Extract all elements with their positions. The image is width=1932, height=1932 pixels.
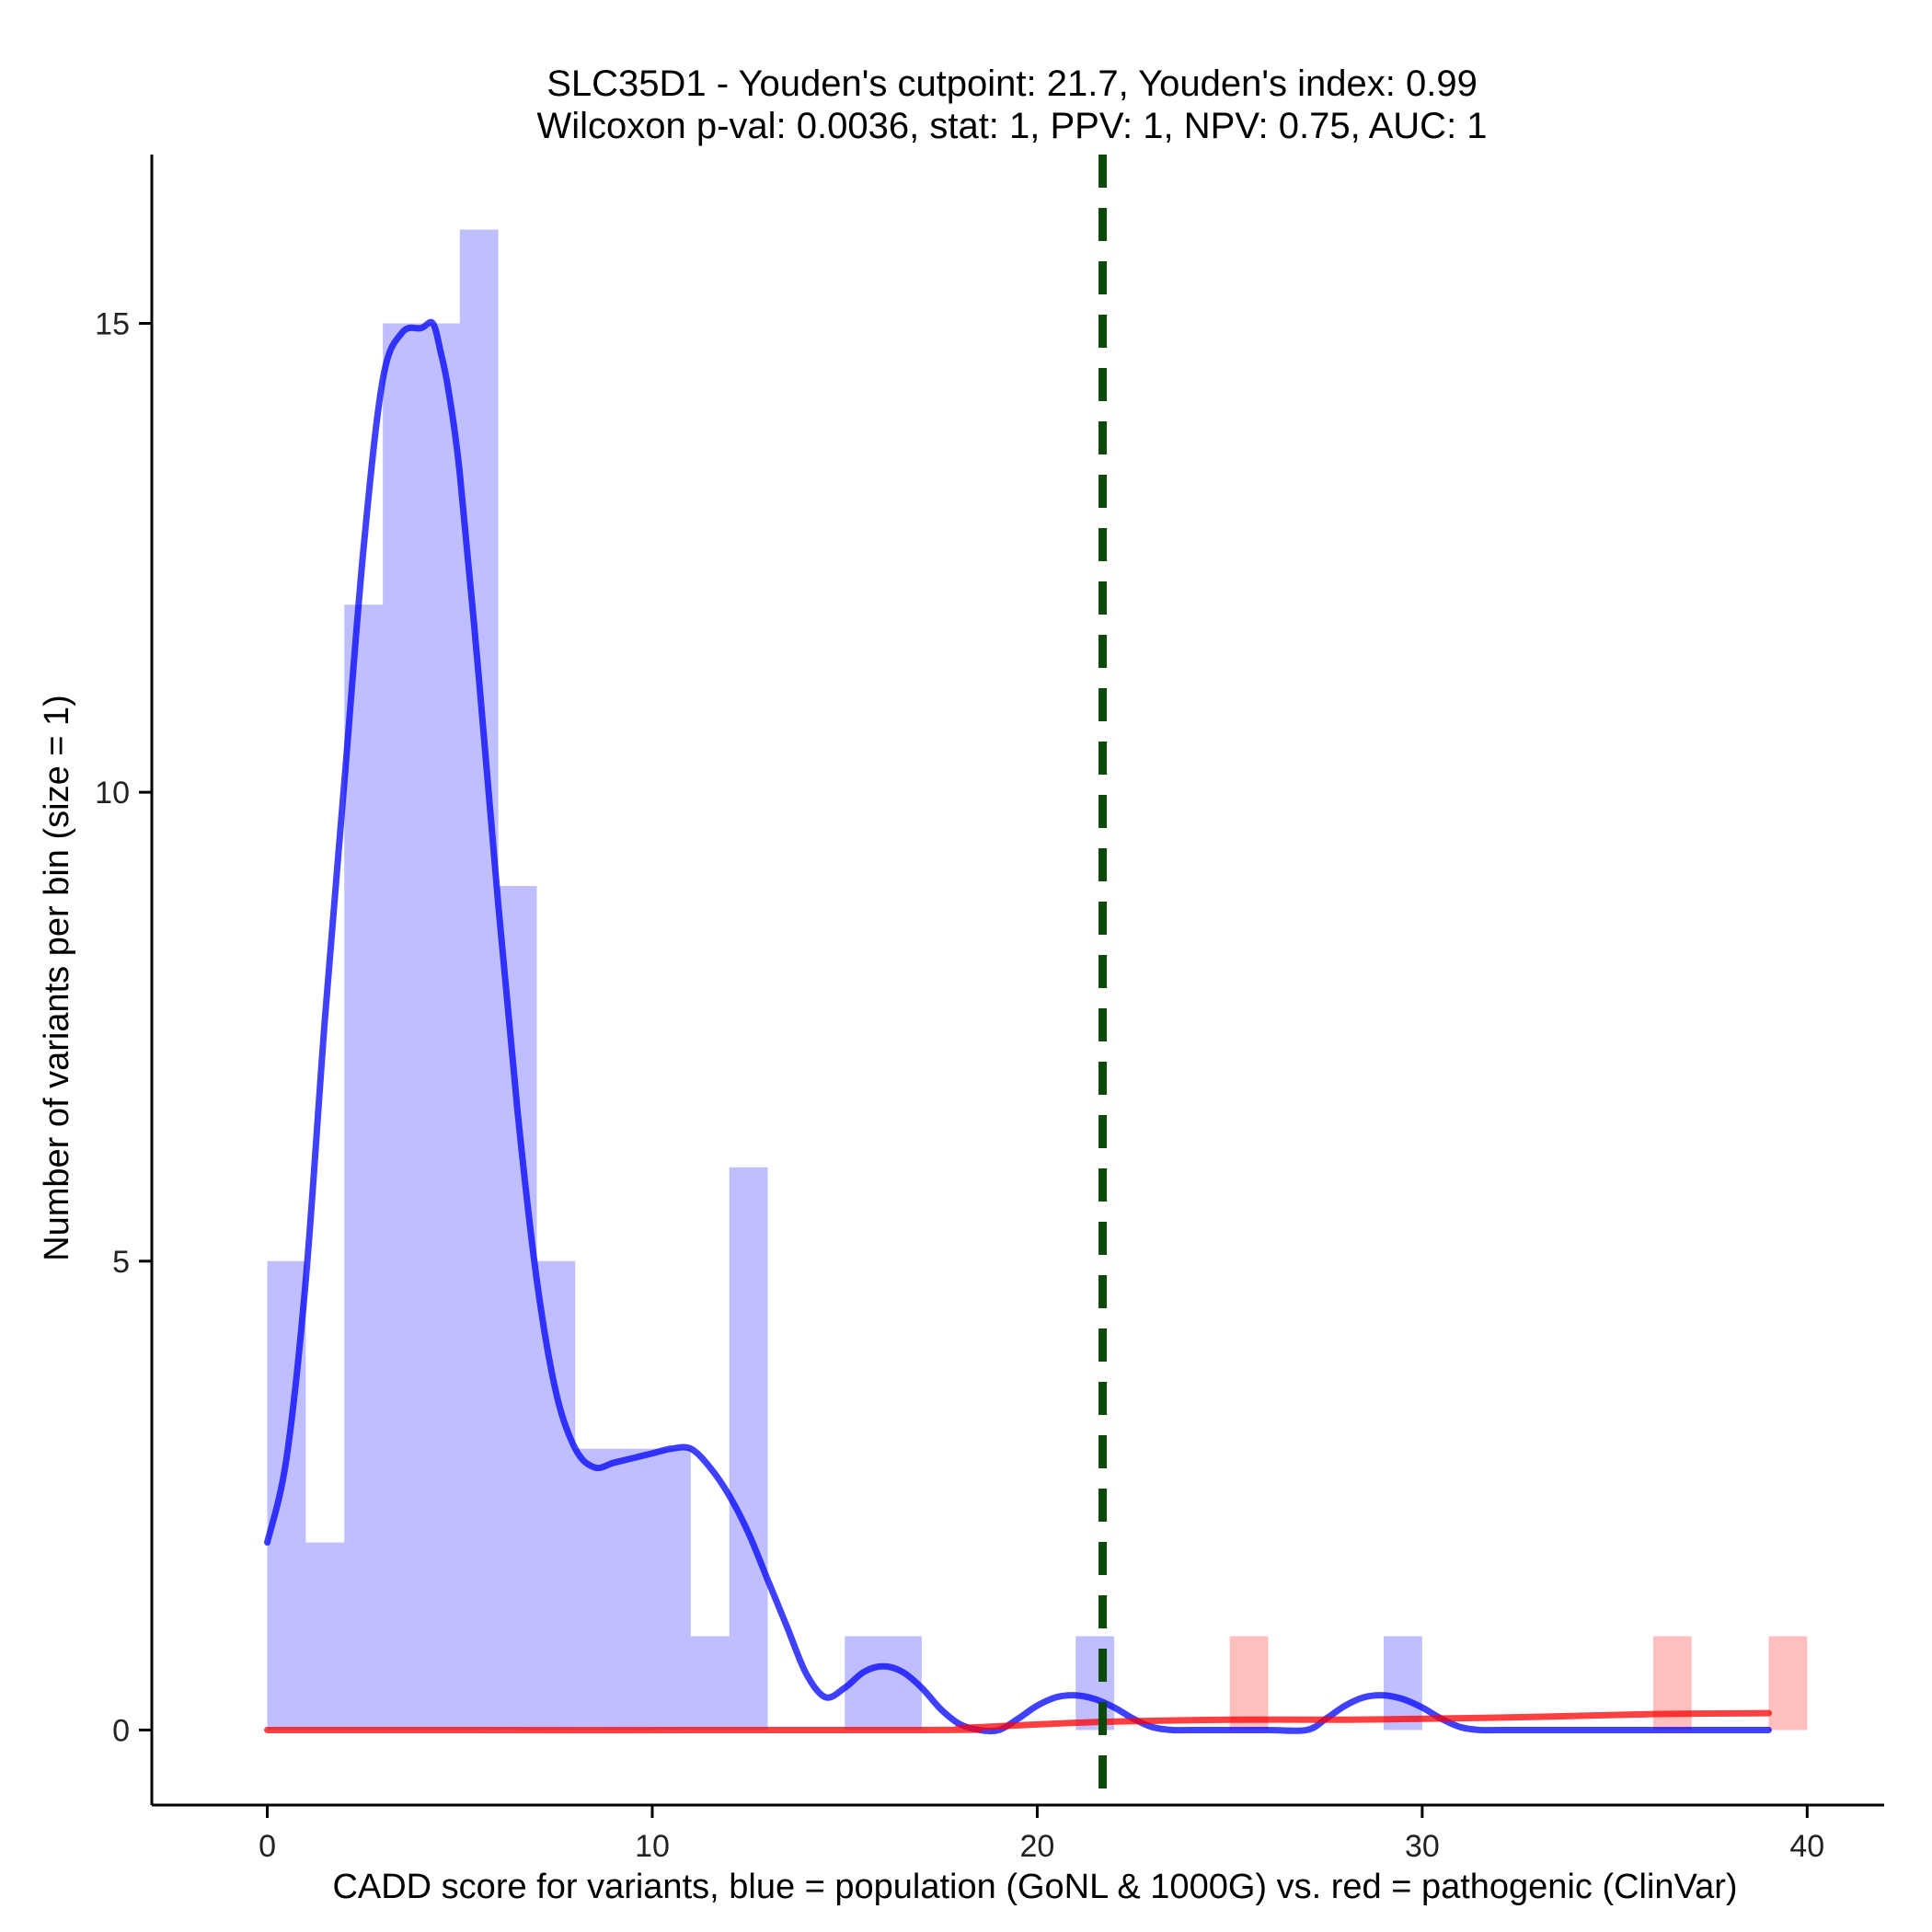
population-bar-4 (420, 323, 460, 1731)
population-bar-3 (383, 323, 421, 1731)
population-bar-12 (729, 1167, 768, 1731)
population-bar-15 (1075, 1636, 1115, 1731)
population-bar-8 (575, 1448, 615, 1731)
y-axis-ticks: 0 5 10 15 (95, 306, 152, 1748)
y-tick-label: 5 (112, 1245, 130, 1280)
population-bar-5 (459, 229, 499, 1731)
chart-title: SLC35D1 - Youden's cutpoint: 21.7, Youde… (546, 63, 1478, 104)
y-axis-label: Number of variants per bin (size = 1) (38, 695, 76, 1261)
pathogenic-bar-0 (1229, 1636, 1269, 1731)
pathogenic-bar-2 (1768, 1636, 1808, 1731)
population-bar-11 (690, 1636, 730, 1731)
population-bar-2 (344, 604, 384, 1731)
x-axis-label: CADD score for variants, blue = populati… (332, 1868, 1737, 1906)
bars-layer (267, 229, 1808, 1731)
y-tick-label: 10 (95, 776, 130, 811)
x-tick-label: 10 (635, 1829, 670, 1864)
chart-subtitle: Wilcoxon p-val: 0.0036, stat: 1, PPV: 1,… (536, 106, 1487, 146)
pathogenic-density-curve (264, 1709, 1772, 1734)
population-bar-10 (651, 1448, 691, 1731)
x-tick-label: 40 (1789, 1829, 1824, 1864)
population-bar-6 (498, 886, 537, 1731)
y-tick-label: 15 (95, 306, 130, 341)
population-bar-1 (305, 1542, 345, 1731)
density-curves-layer (264, 318, 1772, 1735)
population-bar-16 (1384, 1636, 1422, 1731)
x-axis-ticks: 0 10 20 30 40 (259, 1805, 1824, 1864)
x-tick-label: 20 (1020, 1829, 1055, 1864)
population-density-curve (264, 318, 1772, 1735)
x-tick-label: 0 (259, 1829, 276, 1864)
x-tick-label: 30 (1405, 1829, 1440, 1864)
y-tick-label: 0 (112, 1713, 130, 1748)
population-bar-9 (614, 1448, 652, 1731)
